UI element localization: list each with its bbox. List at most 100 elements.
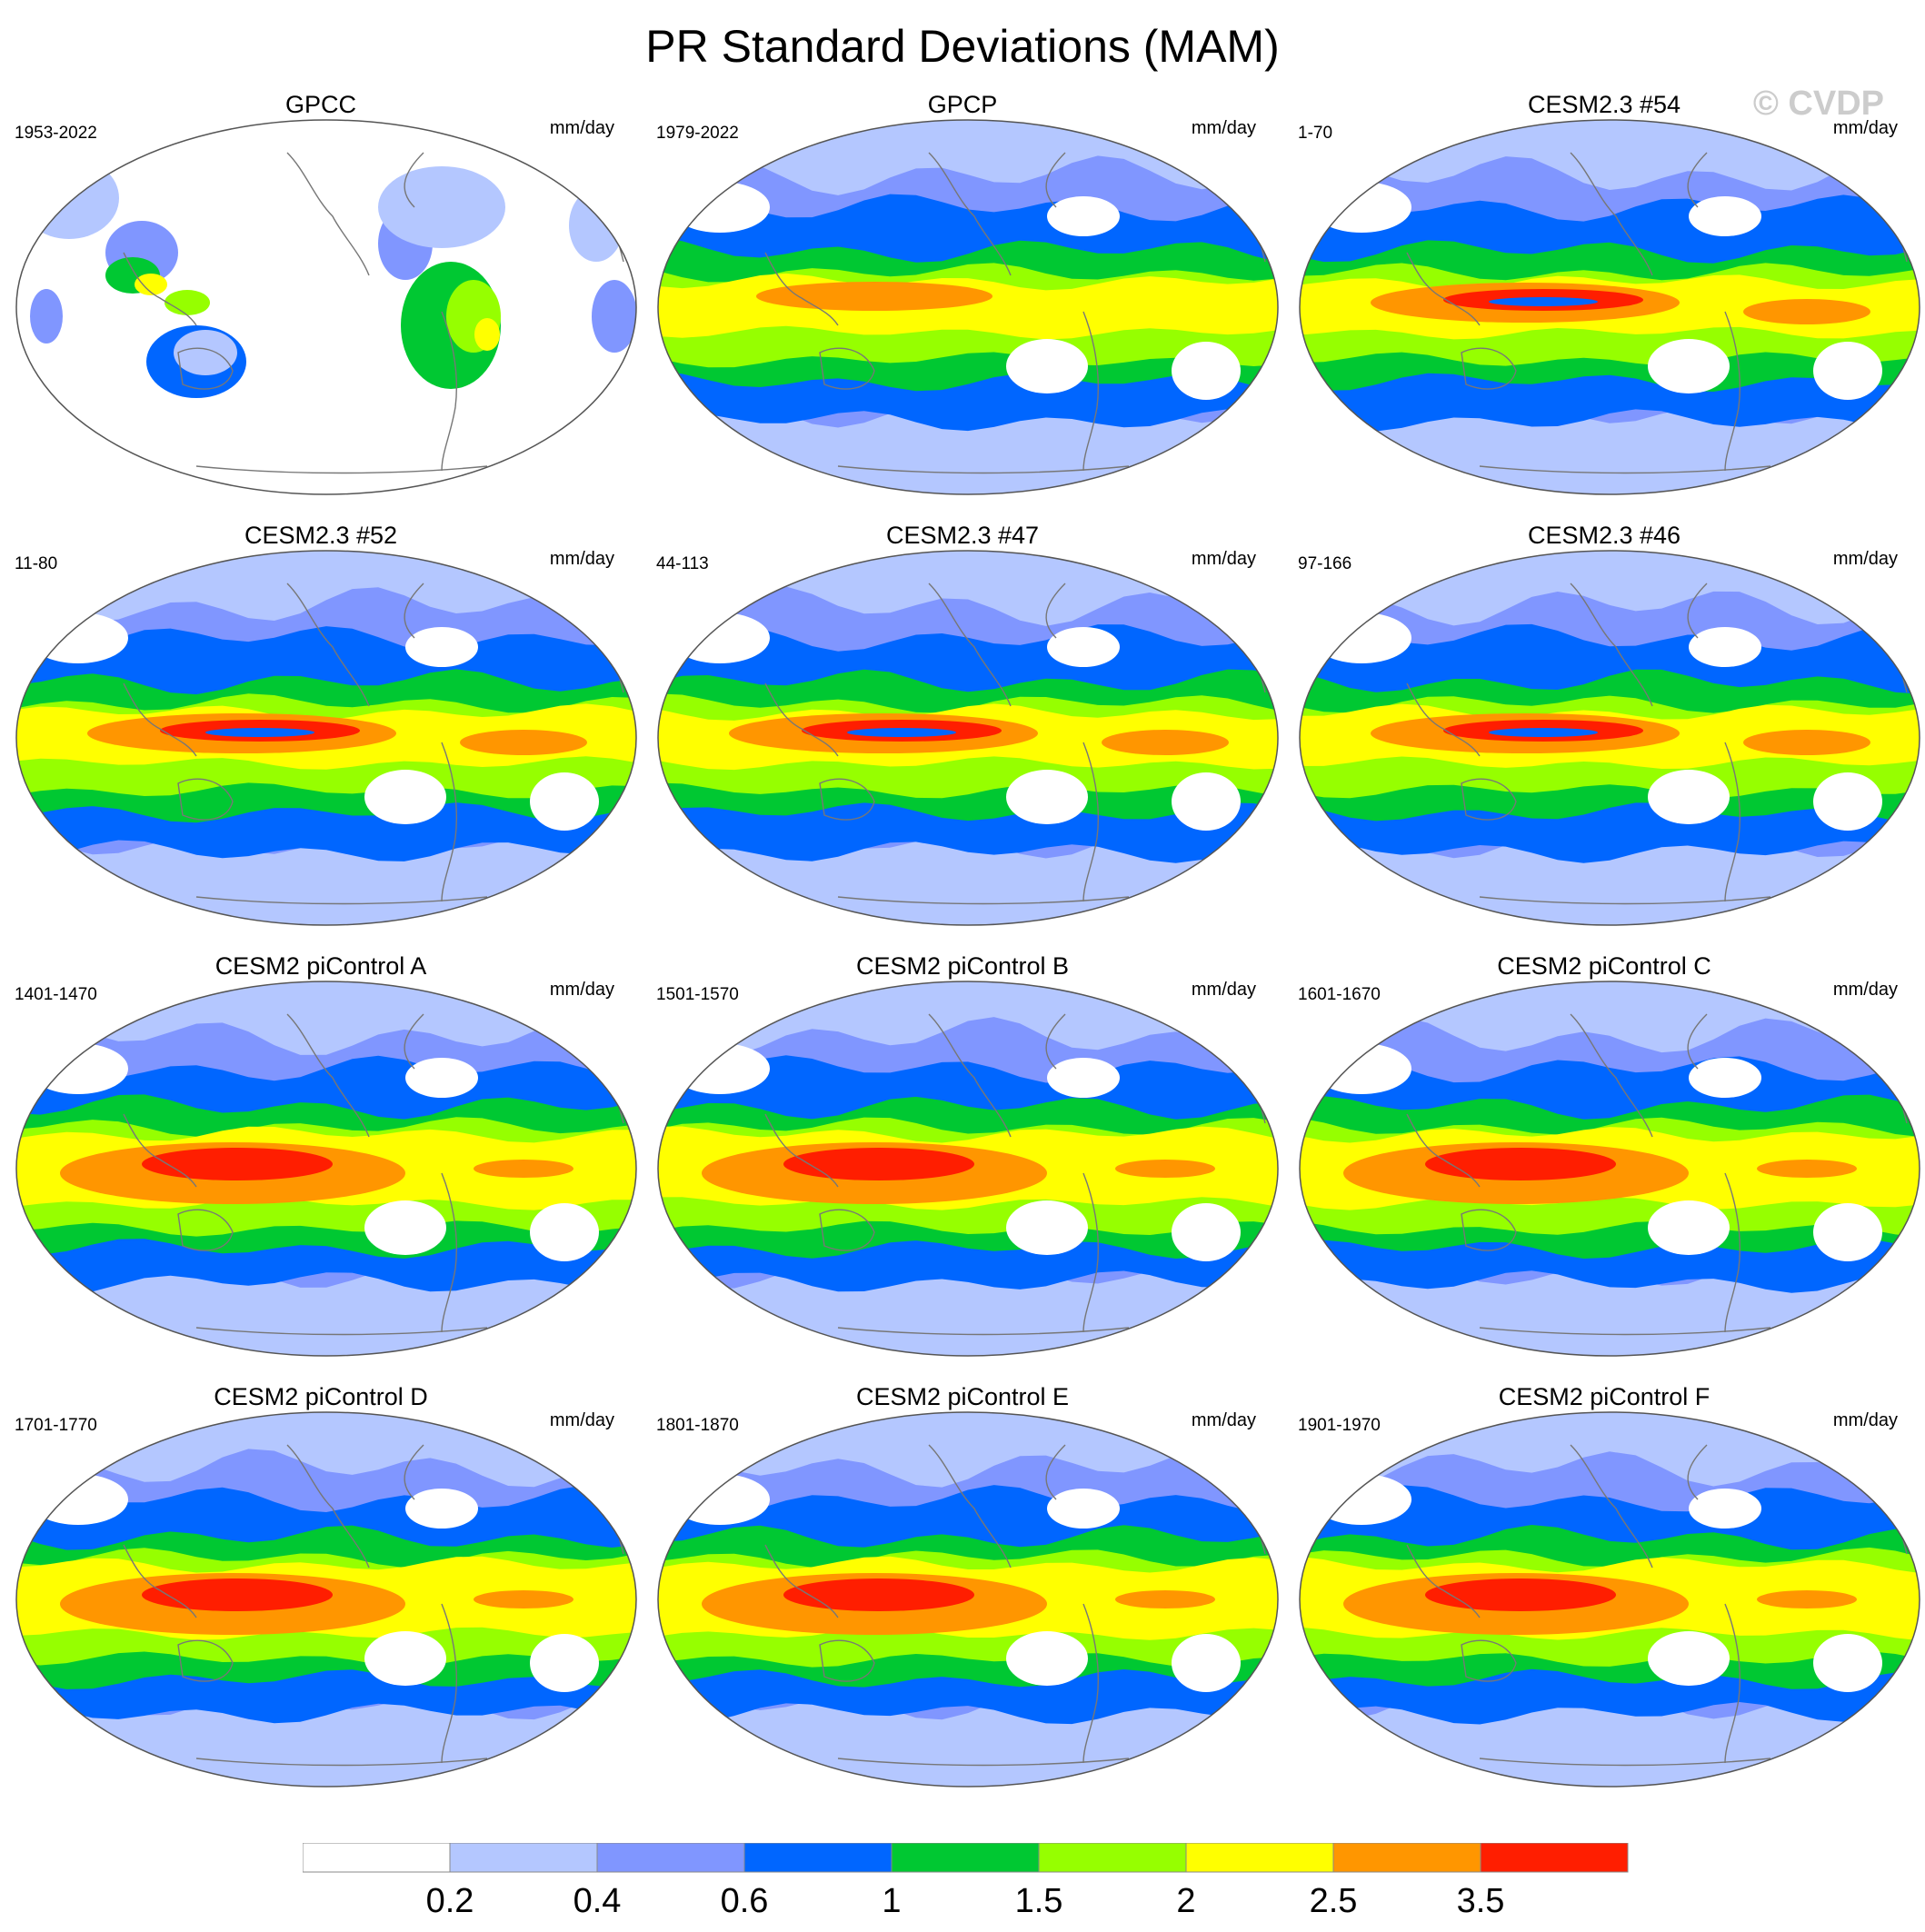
field-equatorial-minimum <box>1489 728 1598 737</box>
coastline <box>123 682 197 757</box>
map-field <box>15 1411 637 1788</box>
panel-period: 11-80 <box>15 554 58 573</box>
coastline <box>1479 1327 1771 1336</box>
map-panel: CESM2 piControl F 1901-1970 mm/day <box>1283 1278 1925 1788</box>
coastline <box>1406 682 1481 757</box>
dry-zone-south-atlantic <box>1172 772 1241 831</box>
dry-zone-north-america <box>405 1058 478 1098</box>
coastline <box>1082 742 1100 902</box>
coastline <box>1461 1209 1517 1251</box>
colorbar-swatch <box>1332 1843 1481 1873</box>
coastline <box>195 896 488 905</box>
coastline <box>195 1327 488 1336</box>
coastline <box>123 1113 197 1188</box>
coastline <box>764 1113 839 1188</box>
coastline <box>404 1444 424 1500</box>
panel-units: mm/day <box>1832 118 1898 138</box>
panel-period: 1953-2022 <box>15 124 97 143</box>
dry-zone-south-atlantic <box>530 1203 599 1261</box>
colorbar-swatch <box>1185 1843 1334 1873</box>
coastline <box>195 1758 488 1767</box>
map-frame <box>657 119 1279 495</box>
coastline <box>1687 152 1708 208</box>
field-equatorial-minimum <box>205 728 314 737</box>
coastline <box>819 778 875 821</box>
map-field <box>15 550 637 926</box>
dry-zone-asia <box>670 1474 770 1525</box>
panel-period: 1501-1570 <box>656 985 739 1004</box>
coastline <box>1570 1444 1653 1569</box>
field-atlantic-2.5 <box>460 730 587 755</box>
map-frame <box>15 981 637 1357</box>
dry-zone-south-atlantic <box>1172 1634 1241 1692</box>
dry-zone-south-atlantic <box>1813 342 1882 400</box>
coastline <box>1724 1172 1741 1333</box>
coastline <box>1724 1603 1741 1764</box>
dry-zone-asia <box>1312 182 1411 233</box>
colorbar-swatch <box>596 1843 745 1873</box>
dry-zone-se-pacific <box>1006 770 1088 824</box>
land-precip-blob <box>165 290 210 315</box>
cvdp-watermark: © CVDP <box>1752 85 1884 123</box>
map-contents <box>658 551 1278 925</box>
panel-title: CESM2.3 #46 <box>1527 522 1681 549</box>
map-contents <box>658 120 1278 494</box>
coastline <box>177 1639 234 1682</box>
coastline <box>1479 896 1771 905</box>
coastline <box>441 1172 458 1333</box>
panel-units: mm/day <box>549 549 614 569</box>
panel-title: CESM2.3 #52 <box>244 522 398 549</box>
dry-zone-asia <box>670 182 770 233</box>
panel-period: 1401-1470 <box>15 985 97 1004</box>
panel-title: GPCP <box>927 91 998 118</box>
colorbar-tick-label: 0.2 <box>426 1882 474 1920</box>
panel-title: GPCC <box>284 91 356 118</box>
colorbar-swatch <box>1038 1843 1187 1873</box>
dry-zone-north-america <box>1047 1058 1120 1098</box>
field-level-3.5 <box>783 1148 974 1180</box>
map-frame <box>15 1411 637 1788</box>
map-panel: CESM2.3 #54 1-70 mm/day <box>1283 0 1925 495</box>
coastline <box>1082 1172 1100 1333</box>
colorbar-swatch <box>743 1843 893 1873</box>
map-contents <box>16 551 636 925</box>
panel-title: CESM2 piControl A <box>214 952 427 980</box>
map-frame <box>15 550 637 926</box>
coastline <box>928 152 1012 276</box>
field-antarctic <box>16 1754 636 1787</box>
map-field <box>1299 981 1920 1357</box>
map-frame <box>1299 550 1920 926</box>
dry-zone-north-america <box>1689 627 1761 667</box>
dry-zone-south-atlantic <box>530 1634 599 1692</box>
dry-zone-north-america <box>405 1489 478 1529</box>
dry-zone-se-pacific <box>1006 339 1088 393</box>
panel-title: CESM2 piControl C <box>1497 952 1711 980</box>
map-panel: CESM2 piControl C 1601-1670 mm/day <box>1283 847 1925 1357</box>
coastline <box>123 1544 197 1618</box>
panel-period: 1601-1670 <box>1298 985 1381 1004</box>
panel-units: mm/day <box>1191 118 1256 138</box>
map-panel: GPCP 1979-2022 mm/day <box>642 0 1283 495</box>
coastline <box>1570 583 1653 707</box>
coastline <box>1461 1639 1517 1682</box>
dry-zone-se-pacific <box>364 770 446 824</box>
coastline <box>1724 742 1741 902</box>
map-frame <box>1299 1411 1920 1788</box>
field-level-3.5 <box>1425 1578 1616 1611</box>
coastline <box>819 1209 875 1251</box>
dry-zone-asia <box>1312 612 1411 663</box>
coastline <box>1406 1544 1481 1618</box>
panel-units: mm/day <box>1832 549 1898 569</box>
field-level-2.5 <box>756 282 992 311</box>
map-field <box>15 119 637 495</box>
field-background <box>16 120 636 494</box>
coastline <box>1461 778 1517 821</box>
map-frame <box>1299 119 1920 495</box>
dry-zone-north-america <box>1689 196 1761 236</box>
colorbar-tick-label: 2 <box>1176 1882 1195 1920</box>
coastline <box>123 252 197 326</box>
map-panel: CESM2 piControl E 1801-1870 mm/day <box>642 1278 1283 1788</box>
field-atlantic-2.5 <box>474 1590 574 1608</box>
panel-title: CESM2 piControl D <box>214 1383 428 1410</box>
coastline <box>404 583 424 639</box>
